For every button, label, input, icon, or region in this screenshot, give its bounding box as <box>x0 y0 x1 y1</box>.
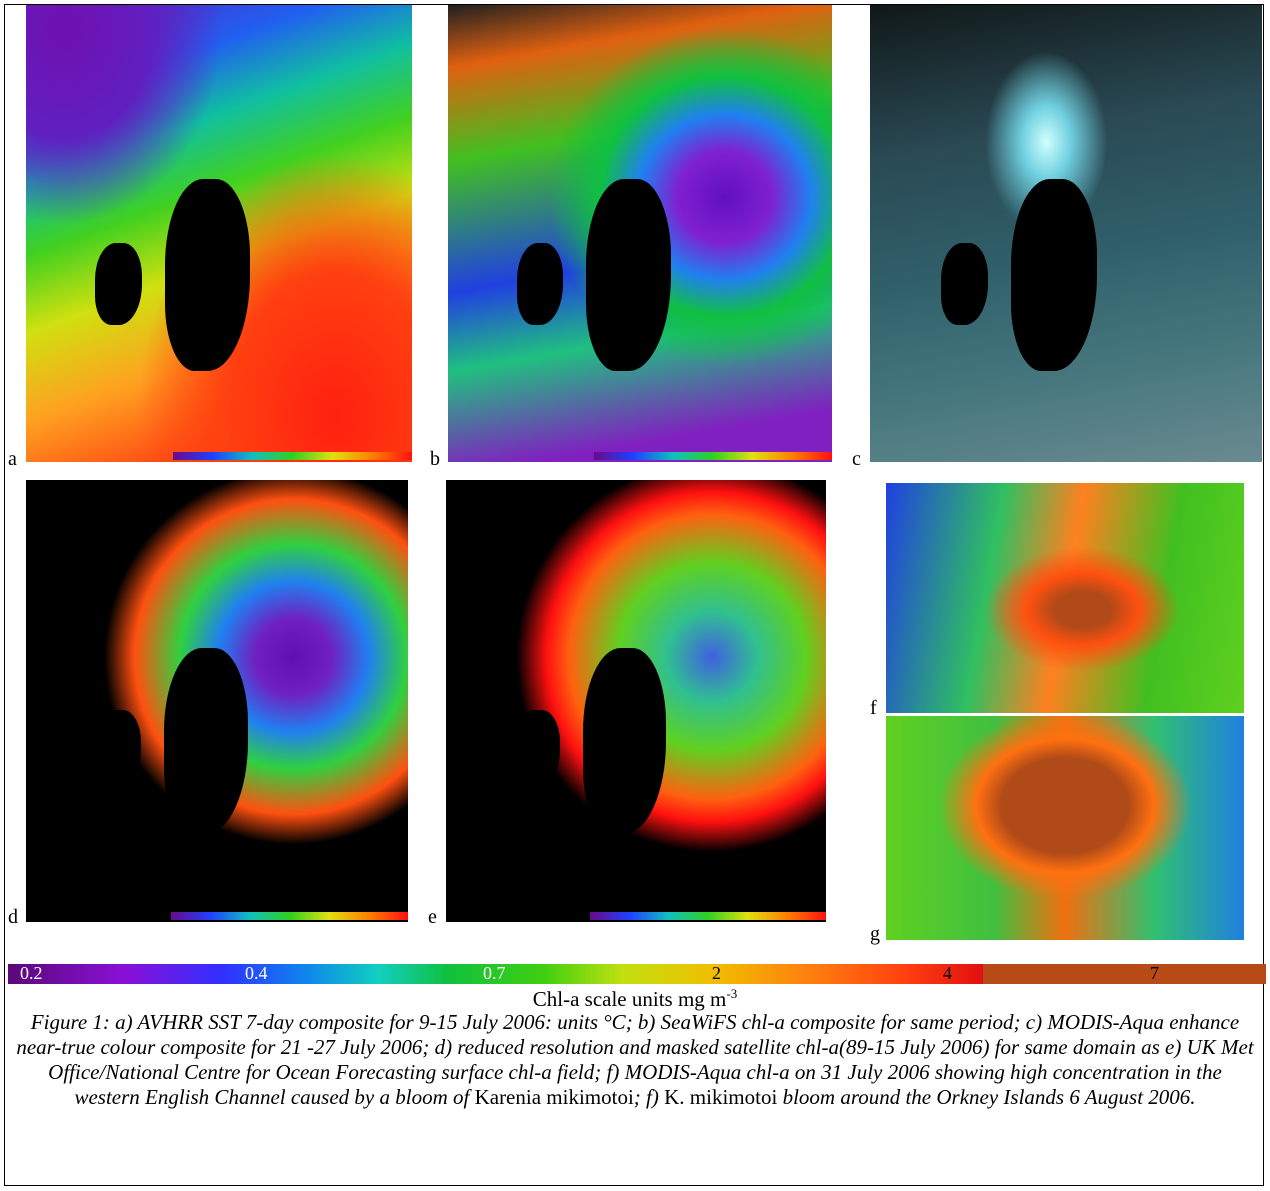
panel-label: a <box>8 449 17 469</box>
panel-label: c <box>852 449 861 469</box>
satellite-image <box>26 5 412 462</box>
caption-text: Karenia mikimotoi <box>475 1085 634 1109</box>
caption: Figure 1: a) AVHRR SST 7-day composite f… <box>14 1010 1256 1110</box>
panel-label: e <box>428 907 437 927</box>
satellite-image <box>448 5 832 462</box>
mini-colorbar <box>173 452 412 460</box>
colorbar-label: 2 <box>712 963 721 983</box>
colorbar <box>8 964 1266 984</box>
panel-label: g <box>870 924 880 944</box>
colorbar-label: 4 <box>943 963 952 983</box>
satellite-image <box>886 483 1244 713</box>
scale-label: Chl-a scale units mg m-3 <box>0 986 1270 1012</box>
scale-superscript: -3 <box>726 986 737 1001</box>
landmass <box>165 179 250 371</box>
caption-text: K. mikimotoi <box>664 1085 777 1109</box>
landmass <box>941 243 988 325</box>
caption-text: ; f) <box>634 1085 664 1109</box>
satellite-image <box>886 716 1244 940</box>
landmass <box>164 648 248 834</box>
panel-label: f <box>870 698 877 718</box>
mini-colorbar <box>171 912 408 920</box>
satellite-image <box>446 480 826 922</box>
caption-text: bloom around the Orkney Islands 6 August… <box>777 1085 1195 1109</box>
mini-colorbar <box>590 912 826 920</box>
landmass <box>583 648 667 834</box>
page: a b c d e f g Chl-a scale units mg m-3 Figure … <box>0 0 1270 1191</box>
colorbar-label: 0.2 <box>20 963 43 983</box>
colorbar-label: 0.7 <box>483 963 506 983</box>
landmass <box>95 710 141 790</box>
landmass <box>95 243 141 325</box>
panel-label: b <box>430 449 440 469</box>
satellite-image <box>26 480 408 922</box>
colorbar-high <box>983 964 1266 984</box>
mini-colorbar <box>594 452 832 460</box>
scale-text: Chl-a scale units mg m <box>533 987 727 1011</box>
landmass <box>1011 179 1097 371</box>
colorbar-label: 0.4 <box>245 963 268 983</box>
landmass <box>517 243 563 325</box>
landmass <box>514 710 560 790</box>
landmass <box>586 179 670 371</box>
panel-label: d <box>8 907 18 927</box>
satellite-image <box>870 5 1262 462</box>
colorbar-label: 7 <box>1150 963 1159 983</box>
